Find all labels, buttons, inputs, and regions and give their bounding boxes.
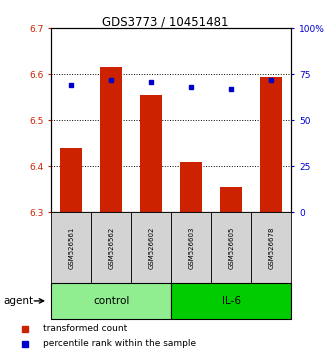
Text: GSM526602: GSM526602	[148, 227, 154, 269]
Text: GSM526603: GSM526603	[188, 227, 194, 269]
FancyBboxPatch shape	[211, 212, 251, 283]
Text: IL-6: IL-6	[222, 296, 241, 306]
FancyBboxPatch shape	[51, 283, 171, 319]
FancyBboxPatch shape	[91, 212, 131, 283]
FancyBboxPatch shape	[51, 212, 91, 283]
Text: percentile rank within the sample: percentile rank within the sample	[43, 339, 197, 348]
Text: GSM526561: GSM526561	[68, 227, 74, 269]
Text: GSM526605: GSM526605	[228, 227, 234, 269]
FancyBboxPatch shape	[171, 283, 291, 319]
Bar	[140, 95, 162, 212]
FancyBboxPatch shape	[171, 212, 211, 283]
FancyBboxPatch shape	[131, 212, 171, 283]
Text: agent: agent	[3, 296, 33, 306]
Bar	[260, 77, 282, 212]
Bar	[60, 148, 82, 212]
FancyBboxPatch shape	[251, 212, 291, 283]
Bar	[180, 162, 202, 212]
Text: GSM526562: GSM526562	[108, 227, 114, 269]
Bar	[100, 68, 122, 212]
Text: GSM526678: GSM526678	[268, 227, 274, 269]
Text: control: control	[93, 296, 129, 306]
Text: transformed count: transformed count	[43, 324, 128, 333]
Text: GDS3773 / 10451481: GDS3773 / 10451481	[102, 16, 229, 29]
Bar	[220, 187, 242, 212]
